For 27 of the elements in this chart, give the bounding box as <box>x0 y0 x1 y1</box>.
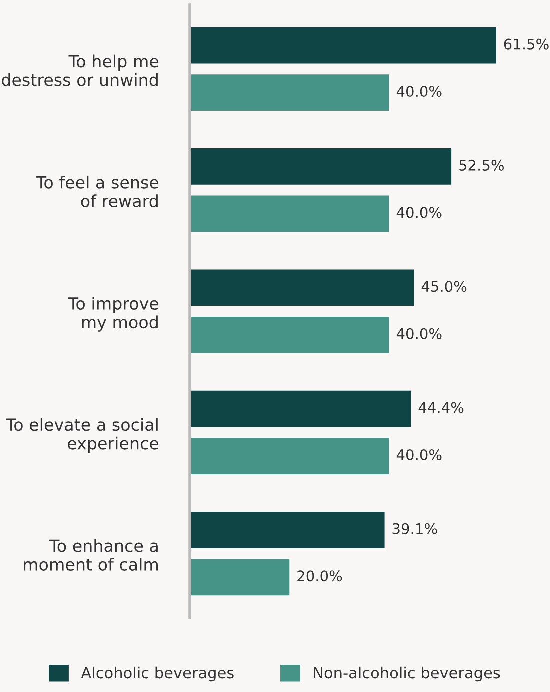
y-tick-label: To improve my mood <box>68 297 159 332</box>
bar <box>190 512 385 548</box>
data-label: 44.4% <box>418 402 464 414</box>
bar <box>190 438 390 474</box>
data-label: 40.0% <box>396 207 442 218</box>
legend-label: Non-alcoholic beverages <box>314 666 500 682</box>
bar <box>190 148 452 185</box>
bar <box>190 316 390 354</box>
data-label: 40.0% <box>396 86 442 98</box>
y-tick-label: To elevate a social experience <box>6 418 159 454</box>
y-tick-label: To enhance a moment of calm <box>24 539 158 571</box>
data-label: 45.0% <box>422 281 467 292</box>
data-label: 61.5% <box>504 38 549 50</box>
bar <box>190 196 390 232</box>
bar <box>190 390 412 428</box>
data-label: 20.0% <box>298 570 342 582</box>
bar <box>190 74 390 112</box>
bar <box>190 27 496 64</box>
data-label: 52.5% <box>460 160 504 171</box>
legend-label: Alcoholic beverages <box>81 666 234 682</box>
data-label: 39.1% <box>392 523 438 534</box>
bar <box>190 270 414 306</box>
data-label: 40.0% <box>396 328 442 340</box>
y-tick-label: To feel a sense of reward <box>36 176 159 208</box>
data-label: 40.0% <box>396 449 442 460</box>
y-tick-label: To help me destress or unwind <box>2 54 159 86</box>
bar <box>190 559 290 596</box>
